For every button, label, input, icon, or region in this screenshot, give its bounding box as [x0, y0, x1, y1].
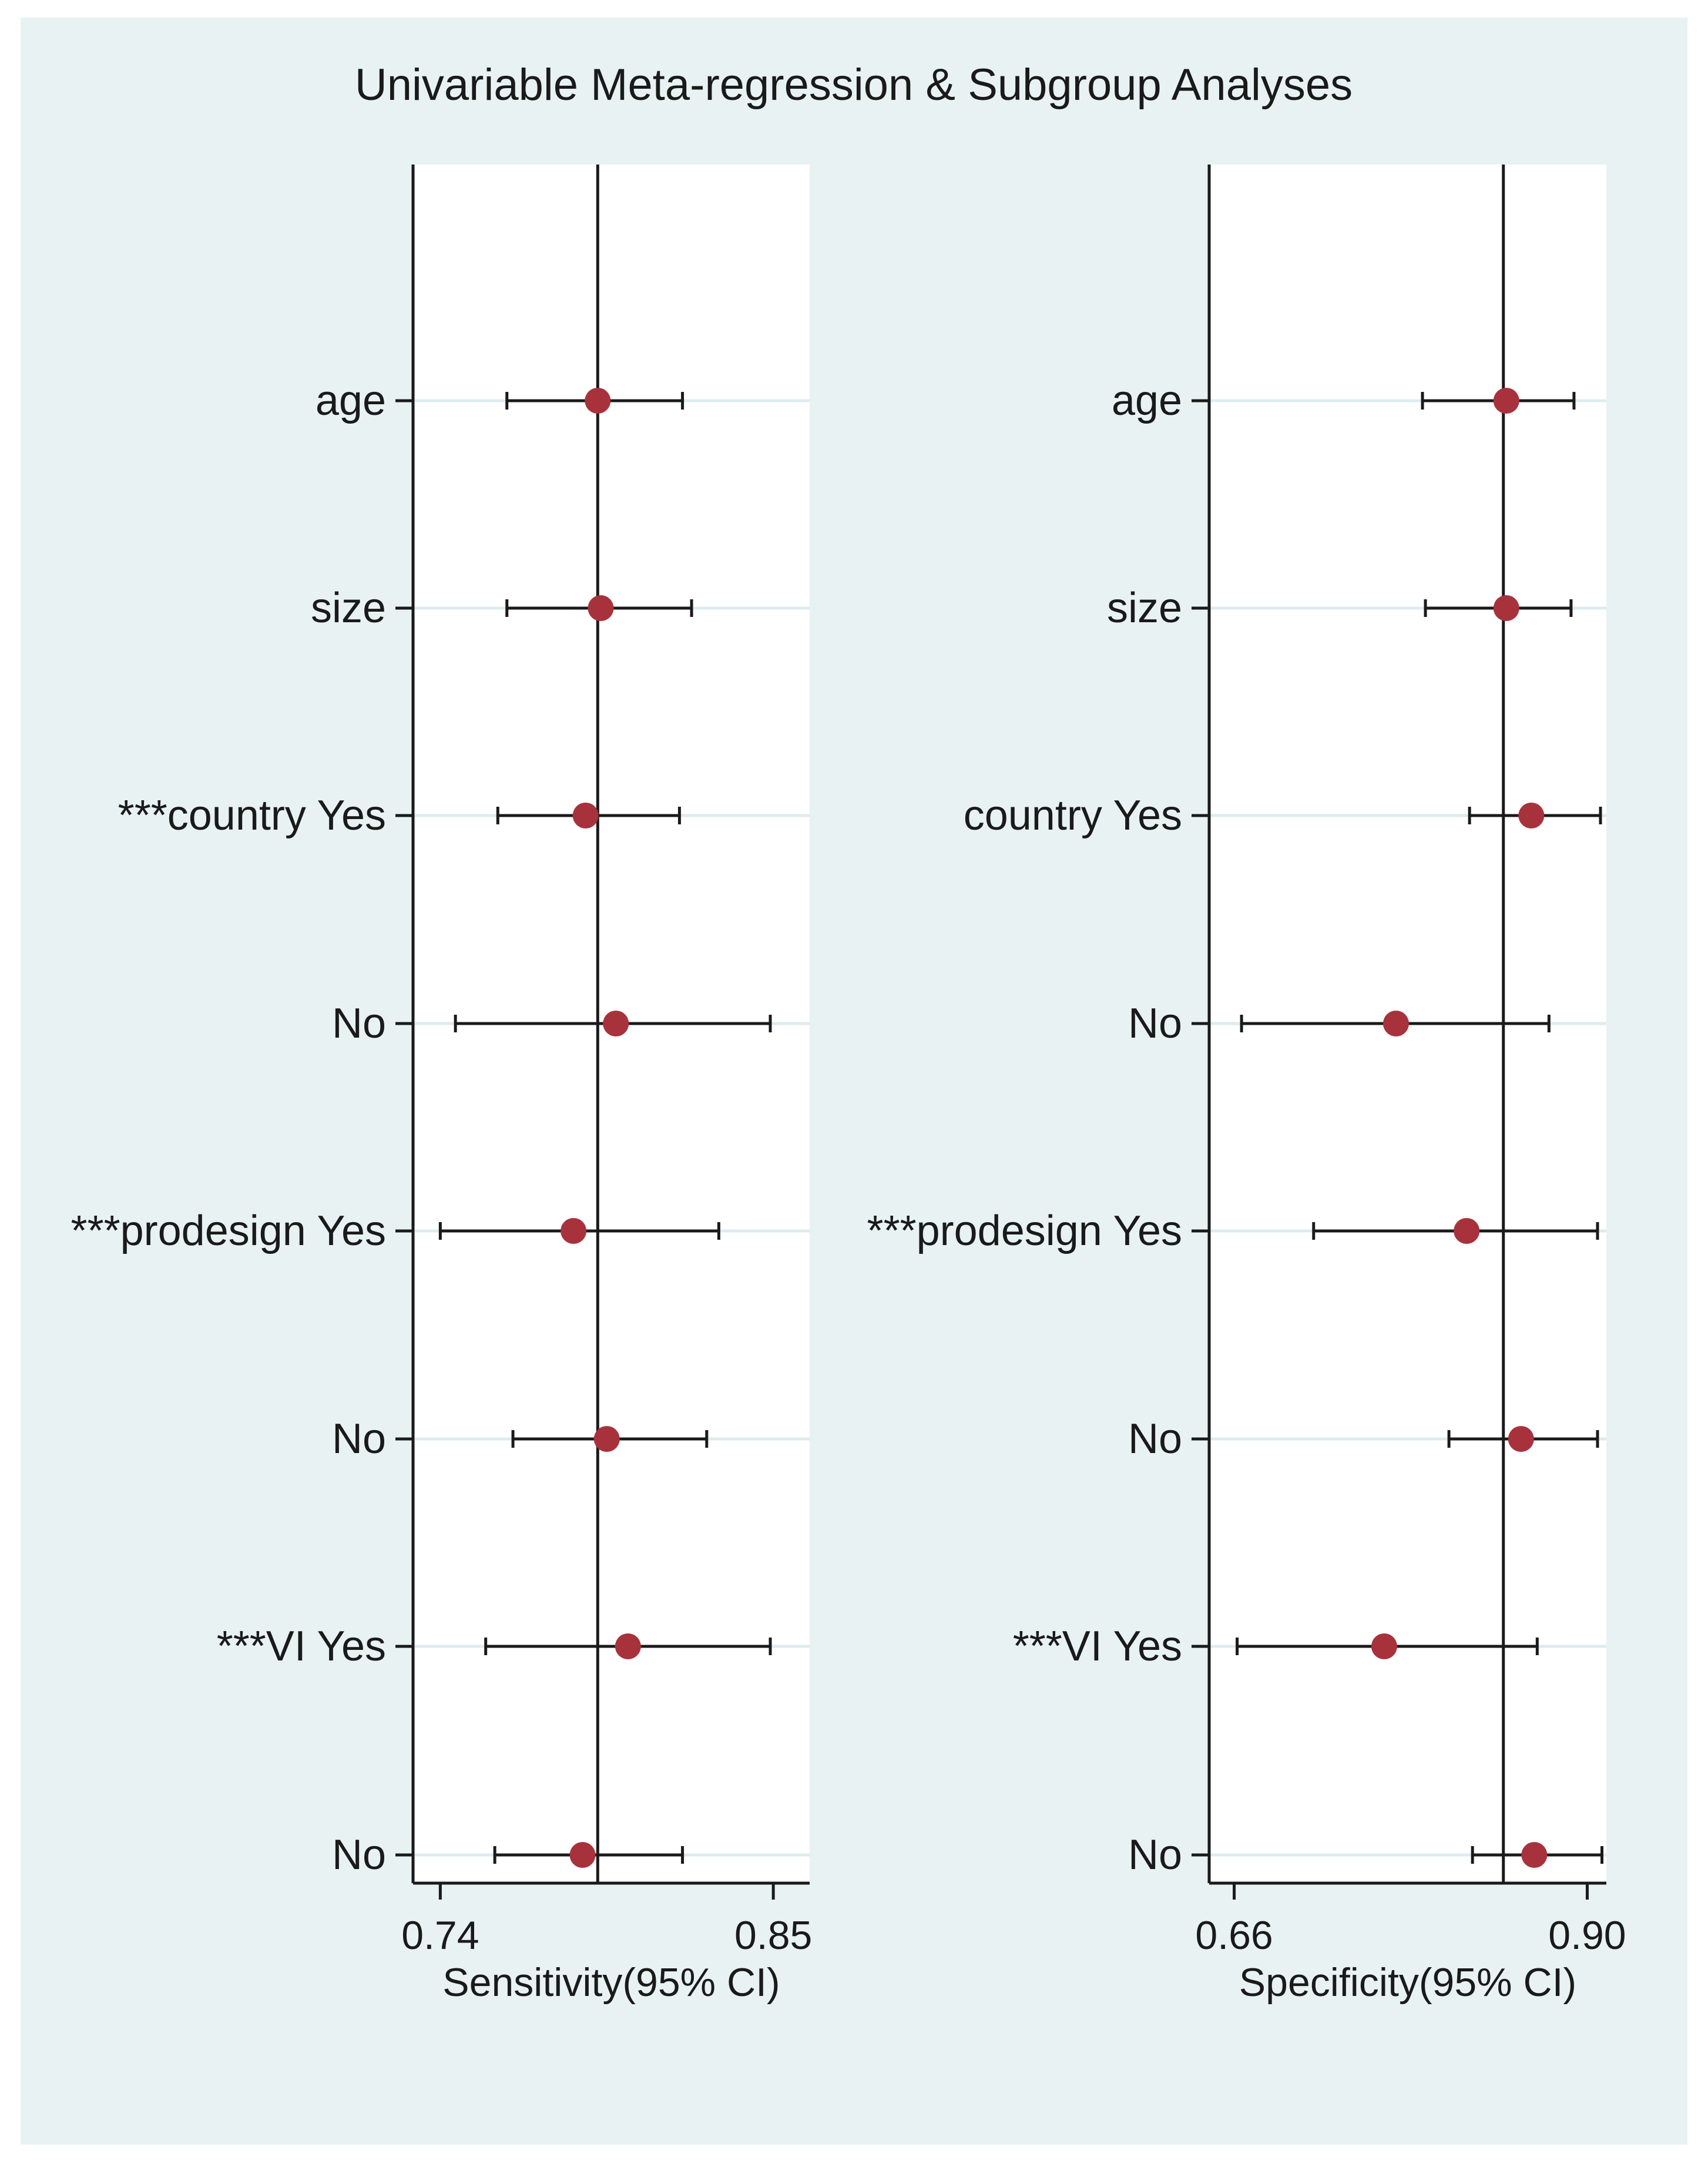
x-tick-label: 0.85	[734, 1913, 812, 1958]
estimate-marker	[588, 595, 614, 621]
estimate-marker	[1508, 1426, 1534, 1452]
row-label: size	[311, 585, 386, 632]
row-label: ***VI Yes	[1013, 1623, 1182, 1670]
row-label: No	[332, 1831, 386, 1878]
estimate-marker	[1493, 388, 1519, 414]
row-label: ***country Yes	[118, 792, 386, 839]
row-label: age	[1112, 377, 1182, 424]
row-label: No	[1128, 1415, 1182, 1462]
estimate-marker	[593, 1426, 620, 1452]
estimate-marker	[561, 1218, 587, 1244]
x-axis-title: Specificity(95% CI)	[1239, 1960, 1576, 2005]
estimate-marker	[1371, 1633, 1397, 1659]
estimate-marker	[1521, 1842, 1548, 1868]
x-axis-title: Sensitivity(95% CI)	[442, 1960, 780, 2005]
figure-title: Univariable Meta-regression & Subgroup A…	[355, 60, 1353, 110]
row-label: age	[316, 377, 386, 424]
row-label: country Yes	[964, 792, 1182, 839]
estimate-marker	[615, 1633, 641, 1659]
row-label: No	[332, 1000, 386, 1047]
estimate-marker	[569, 1842, 596, 1868]
row-label: ***VI Yes	[217, 1623, 386, 1670]
x-tick-label: 0.90	[1548, 1913, 1626, 1958]
estimate-marker	[603, 1011, 629, 1036]
estimate-marker	[1382, 1011, 1409, 1036]
row-label: ***prodesign Yes	[867, 1207, 1182, 1254]
row-label: No	[332, 1415, 386, 1462]
x-tick-label: 0.74	[401, 1913, 479, 1958]
row-label: No	[1128, 1000, 1182, 1047]
row-label: ***prodesign Yes	[71, 1207, 386, 1254]
estimate-marker	[572, 803, 599, 828]
row-label: size	[1107, 585, 1182, 632]
estimate-marker	[585, 388, 611, 414]
estimate-marker	[1518, 803, 1545, 828]
estimate-marker	[1454, 1218, 1480, 1244]
row-label: No	[1128, 1831, 1182, 1878]
estimate-marker	[1493, 595, 1519, 621]
x-tick-label: 0.66	[1195, 1913, 1273, 1958]
